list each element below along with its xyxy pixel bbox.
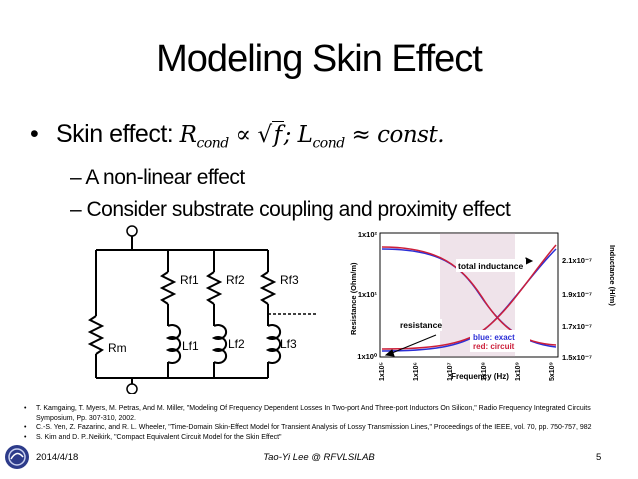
lab-logo-icon — [5, 445, 29, 469]
reference-item: S. Kim and D. P..Neikirk, "Compact Equiv… — [22, 433, 622, 443]
skin-effect-formula: Rcond ∝ √f; Lcond ≈ const. — [179, 121, 445, 152]
label-rf1: Rf1 — [180, 273, 199, 287]
label-lf1: Lf1 — [182, 339, 199, 353]
xtick: 1x10⁹ — [515, 362, 522, 381]
page-number: 5 — [596, 452, 602, 463]
main-bullet: • Skin effect: Rcond ∝ √f; Lcond ≈ const. — [30, 120, 445, 152]
sub-bullet-substrate: – Consider substrate coupling and proxim… — [70, 198, 511, 221]
footer-date: 2014/4/18 — [36, 452, 79, 463]
xtick: 1x10⁷ — [447, 362, 454, 381]
label-rf3: Rf3 — [280, 273, 299, 287]
xtick: 1x10⁸ — [481, 362, 488, 381]
ladder-circuit-diagram: Rm Rf1 Rf2 Rf3 Lf1 Lf2 Lf3 — [87, 225, 316, 394]
ytick-left: 1x10¹ — [358, 290, 378, 299]
ytick-right: 2.1x10⁻⁷ — [562, 256, 592, 265]
y-axis-left-title: Resistance (Ohm/m) — [349, 262, 358, 335]
footer-author: Tao-Yi Lee @ RFVLSILAB — [263, 452, 375, 463]
sub-bullet-nonlinear: – A non-linear effect — [70, 166, 245, 189]
label-rf2: Rf2 — [226, 273, 245, 287]
references-list: T. Kamgaing, T. Myers, M. Petras, And M.… — [22, 404, 622, 442]
reference-item: C.-S. Yen, Z. Fazarinc, and R. L. Wheele… — [22, 423, 622, 433]
ytick-right: 1.5x10⁻⁷ — [562, 353, 592, 362]
slide-title: Modeling Skin Effect — [156, 38, 483, 80]
ytick-right: 1.9x10⁻⁷ — [562, 290, 592, 299]
total-inductance-label: total inductance — [458, 261, 523, 271]
y-axis-right-title: Inductance (H/m) — [608, 245, 617, 306]
skin-effect-plot: total inductance resistance blue: exact … — [349, 230, 617, 381]
ytick-right: 1.7x10⁻⁷ — [562, 322, 592, 331]
legend-red: red: circuit — [473, 342, 515, 351]
label-rm: Rm — [108, 341, 127, 355]
bottom-terminal — [126, 383, 138, 394]
top-terminal — [126, 225, 138, 237]
x-axis-title: Frequency (Hz) — [451, 372, 509, 381]
xtick: 1x10⁶ — [413, 362, 420, 381]
reference-item: T. Kamgaing, T. Myers, M. Petras, And M.… — [22, 404, 622, 423]
label-lf2: Lf2 — [228, 337, 245, 351]
bullet-dot: • — [30, 120, 39, 148]
legend-blue: blue: exact — [473, 333, 515, 342]
ytick-left: 1x10⁰ — [357, 352, 378, 361]
ytick-left: 1x10² — [358, 230, 378, 239]
bullet-text: Skin effect: — [56, 120, 180, 148]
label-lf3: Lf3 — [280, 337, 297, 351]
resistance-label: resistance — [400, 320, 442, 330]
xtick: 1x10⁵ — [379, 362, 386, 381]
xtick: 5x10⁹ — [549, 362, 556, 381]
